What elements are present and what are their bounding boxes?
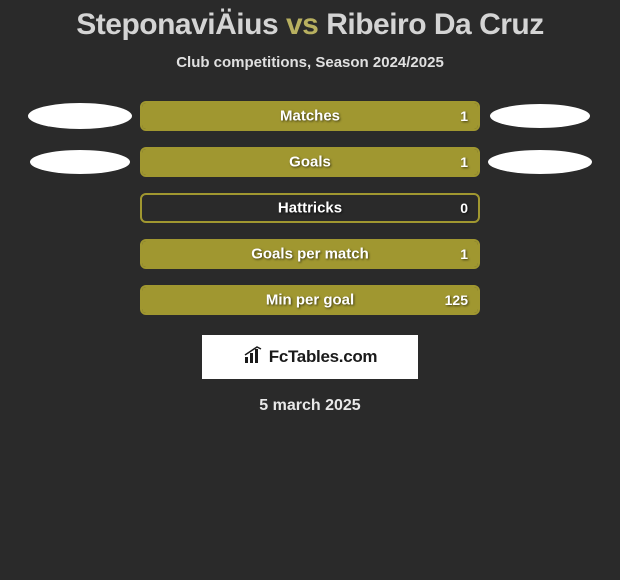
stat-value: 1 (460, 246, 468, 262)
player2-ellipse (488, 150, 592, 174)
stat-rows: Matches 1 Goals 1 Hattricks 0 Goals per match 1… (0, 101, 620, 315)
left-ellipse-slot (20, 150, 140, 174)
subtitle: Club competitions, Season 2024/2025 (0, 54, 620, 71)
right-ellipse-slot (480, 150, 600, 174)
logo-inner: FcTables.com (243, 345, 378, 370)
logo-box[interactable]: FcTables.com (202, 335, 418, 379)
player1-name: SteponaviÄius (76, 8, 278, 41)
right-ellipse-slot (480, 104, 600, 128)
stat-row: Matches 1 (0, 101, 620, 131)
player1-ellipse (28, 103, 132, 129)
stat-label: Goals per match (251, 246, 369, 263)
stat-label: Min per goal (266, 292, 354, 309)
stat-bar: Min per goal 125 (140, 285, 480, 315)
stat-bar: Goals 1 (140, 147, 480, 177)
vs-separator: vs (286, 8, 318, 41)
stat-bar: Hattricks 0 (140, 193, 480, 223)
left-ellipse-slot (20, 103, 140, 129)
stat-row: Goals 1 (0, 147, 620, 177)
comparison-widget: SteponaviÄius vs Ribeiro Da Cruz Club co… (0, 0, 620, 415)
player2-ellipse (490, 104, 590, 128)
date-label: 5 march 2025 (0, 397, 620, 415)
stat-value: 1 (460, 108, 468, 124)
stat-row: Min per goal 125 (0, 285, 620, 315)
page-title: SteponaviÄius vs Ribeiro Da Cruz (0, 8, 620, 42)
stat-bar: Matches 1 (140, 101, 480, 131)
logo-text: FcTables.com (269, 347, 378, 367)
stat-bar: Goals per match 1 (140, 239, 480, 269)
stat-row: Hattricks 0 (0, 193, 620, 223)
stat-label: Hattricks (278, 200, 342, 217)
stat-value: 0 (460, 200, 468, 216)
stat-value: 1 (460, 154, 468, 170)
stat-row: Goals per match 1 (0, 239, 620, 269)
stat-label: Matches (280, 108, 340, 125)
stat-label: Goals (289, 154, 331, 171)
player2-name: Ribeiro Da Cruz (326, 8, 544, 41)
stat-value: 125 (445, 292, 468, 308)
chart-icon (243, 345, 265, 370)
player1-ellipse (30, 150, 130, 174)
